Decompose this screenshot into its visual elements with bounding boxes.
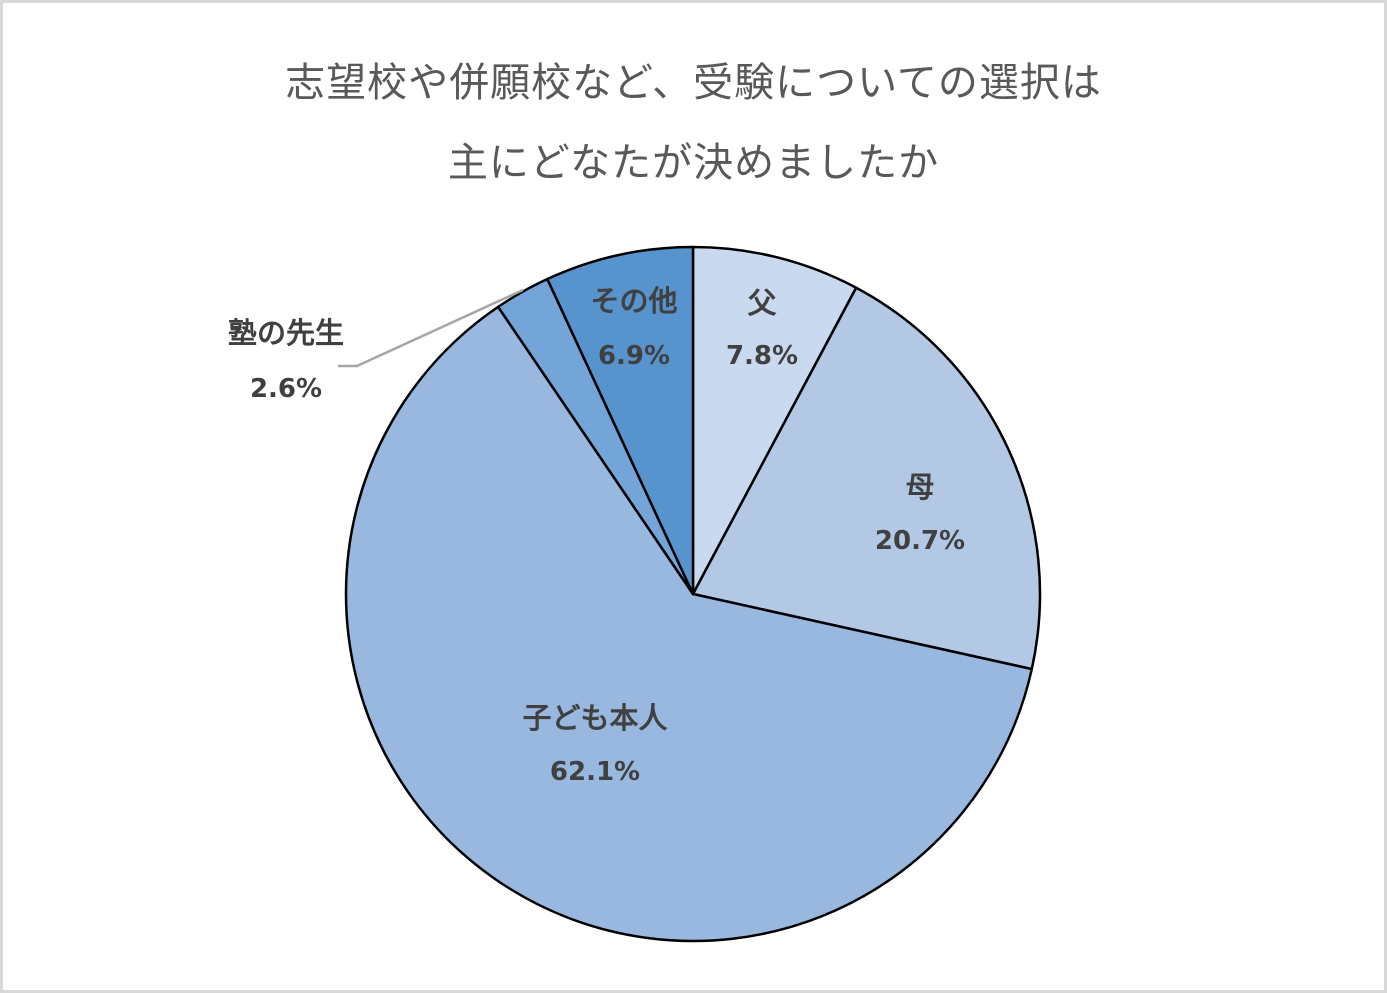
pie-slice-child (344, 305, 1034, 943)
slice-value-other: 6.9% (598, 341, 670, 371)
pie-slice-mother (691, 286, 1042, 671)
pie-slices (344, 245, 1042, 943)
pie-slice-father (691, 245, 858, 596)
chart-title-line-2: 主にどなたが決めましたか (447, 140, 940, 186)
slice-label-juku-teacher: 塾の先生 (228, 316, 344, 350)
slice-value-child: 62.1% (550, 757, 640, 787)
pie-slice-other (546, 245, 695, 596)
slice-label-child: 子ども本人 (522, 701, 667, 735)
slice-label-mother: 母 (905, 470, 934, 504)
slice-value-mother: 20.7% (875, 526, 965, 556)
slice-label-other: その他 (590, 284, 677, 318)
slice-value-juku-teacher: 2.6% (250, 374, 322, 404)
slice-label-father: 父 (747, 286, 777, 320)
slice-value-father: 7.8% (726, 341, 798, 371)
chart-title-line-1: 志望校や併願校など、受験についての選択は (285, 60, 1102, 106)
leader-line-juku (338, 288, 524, 368)
